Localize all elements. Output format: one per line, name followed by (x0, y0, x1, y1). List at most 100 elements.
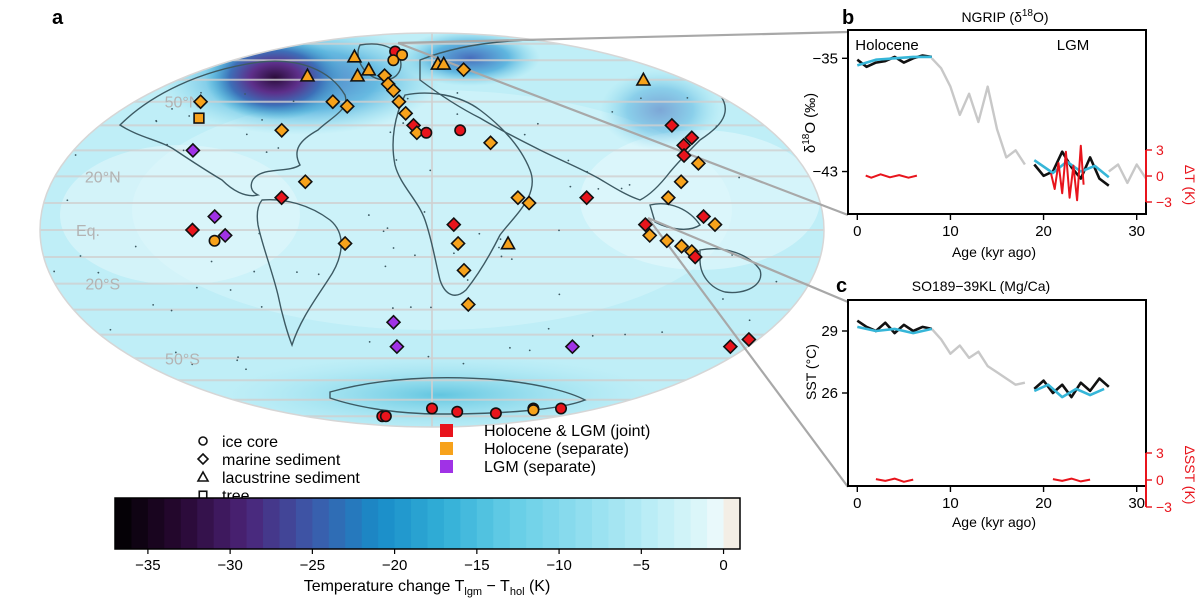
series-lgm-raw (1033, 150, 1110, 187)
colorbar-cell (542, 498, 560, 549)
panel-b: NGRIP (δ18O) Holocene LGM 0 10 20 30−35−433… (801, 8, 1198, 260)
proxy-site-marker (349, 67, 366, 82)
legend-marker-diamond (196, 452, 210, 466)
series-delta-lgm (1052, 477, 1091, 483)
legend-marker-label: lacustrine sediment (222, 470, 360, 487)
island-dot (171, 108, 173, 110)
proxy-site-marker (660, 190, 676, 206)
proxy-site-marker (274, 122, 290, 138)
x-tick-label: 10 (942, 495, 959, 512)
colorbar-cell (575, 498, 593, 549)
proxy-site-marker (673, 174, 689, 190)
proxy-site-marker (346, 48, 363, 63)
island-dot (478, 232, 481, 235)
island-dot (510, 258, 513, 261)
island-dot (317, 273, 320, 276)
colorbar-cell (131, 498, 149, 549)
colorbar-cell (279, 498, 297, 549)
latitude-label: 20°S (85, 277, 120, 294)
island-dot (245, 368, 247, 371)
colorbar-tick-label: −5 (633, 557, 650, 574)
proxy-site-marker (456, 62, 472, 78)
panel-b-ylabel: δ18O (‰) (801, 93, 819, 153)
proxy-site-marker (456, 262, 472, 278)
panel-b-frame (847, 29, 1147, 215)
island-dot (134, 245, 137, 248)
proxy-site-marker (217, 227, 233, 244)
colorbar-cell (476, 498, 494, 549)
island-dot (453, 252, 455, 255)
proxy-site-marker (184, 222, 201, 238)
proxy-site-marker (297, 174, 313, 190)
proxy-site-marker (741, 331, 757, 348)
proxy-site-marker (299, 67, 316, 82)
latitude-label: 50°N (165, 95, 201, 112)
island-dot (191, 363, 194, 366)
right-tick-label: −3 (1156, 499, 1172, 515)
colorbar-tick-label: −15 (464, 557, 489, 574)
proxy-site-marker (707, 216, 723, 233)
colorbar-cell (180, 498, 198, 549)
island-dot (722, 298, 724, 300)
colorbar-cell (591, 498, 609, 549)
proxy-site-marker (360, 61, 377, 76)
legend-color-swatch (440, 424, 453, 437)
colorbar-cell (378, 498, 396, 549)
series-holocene-smooth (856, 55, 932, 67)
island-dot (586, 170, 589, 173)
panel-b-title: NGRIP (δ18O) (961, 8, 1048, 25)
panel-b-era-holocene: Holocene (855, 37, 918, 54)
right-tick-label: 0 (1156, 168, 1164, 184)
panel-label-a: a (52, 7, 64, 29)
series-older (1108, 163, 1148, 185)
island-dot (182, 149, 185, 152)
colorbar-cell (230, 498, 248, 549)
proxy-site-marker (398, 105, 414, 121)
island-dot (245, 133, 248, 136)
colorbar-cell (312, 498, 330, 549)
proxy-site-marker (454, 124, 467, 137)
panel-c-ylabel: SST (°C) (803, 344, 819, 400)
island-dot (395, 159, 398, 161)
colorbar-cell (674, 498, 692, 549)
proxy-site-marker (339, 98, 355, 114)
colorbar-cell (246, 498, 264, 549)
proxy-site-marker (489, 407, 502, 420)
panel-label-b: b (842, 7, 854, 29)
colorbar-cell (427, 498, 445, 549)
colorbar-tick-label: −30 (217, 557, 242, 574)
island-dot (97, 271, 100, 274)
proxy-site-marker (208, 234, 221, 247)
island-dot (391, 307, 394, 309)
island-dot (567, 159, 570, 162)
series-deglacial (930, 57, 1026, 166)
proxy-site-marker (385, 314, 402, 330)
island-dot (265, 151, 268, 154)
colorbar-cell (361, 498, 379, 549)
proxy-site-marker (695, 208, 712, 225)
colorbar-cell (411, 498, 428, 549)
colorbar-cell (707, 498, 725, 549)
island-dot (260, 306, 263, 308)
proxy-site-marker (387, 54, 400, 67)
island-dot (462, 362, 465, 365)
right-tick-label: 3 (1156, 445, 1164, 461)
proxy-site-marker (325, 94, 341, 110)
island-dot (498, 246, 500, 249)
island-dot (628, 183, 631, 186)
colorbar-tick-label: 0 (719, 557, 727, 574)
island-dot (200, 91, 202, 94)
proxy-site-marker (425, 402, 438, 415)
island-dot (382, 230, 385, 233)
proxy-site-marker (637, 216, 653, 233)
colorbar-cell (559, 498, 577, 549)
colorbar-cell (526, 498, 544, 549)
proxy-site-marker (450, 235, 466, 252)
series-delta-lgm (1050, 144, 1085, 202)
colorbar-cell (394, 498, 412, 549)
island-dot (558, 229, 560, 232)
proxy-site-marker (527, 404, 540, 417)
legend-color-label: Holocene & LGM (joint) (484, 423, 650, 440)
